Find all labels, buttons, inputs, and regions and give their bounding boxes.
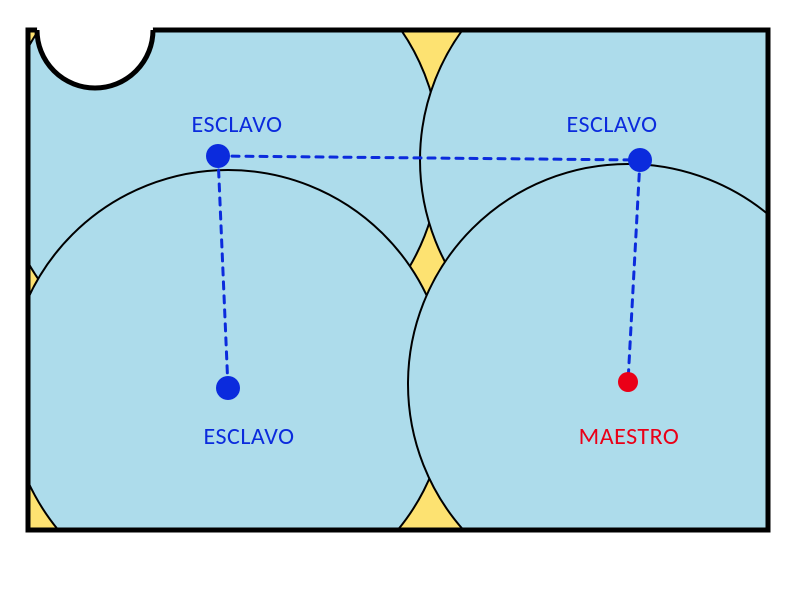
node-label-esclavo-top-left: ESCLAVO (192, 110, 283, 139)
node-label-esclavo-bottom-left: ESCLAVO (204, 422, 295, 451)
node-label-maestro: MAESTRO (579, 422, 680, 451)
node-label-esclavo-top-right: ESCLAVO (567, 110, 658, 139)
network-diagram: ESCLAVO ESCLAVO ESCLAVO MAESTRO (0, 0, 800, 600)
diagram-svg (0, 0, 800, 600)
